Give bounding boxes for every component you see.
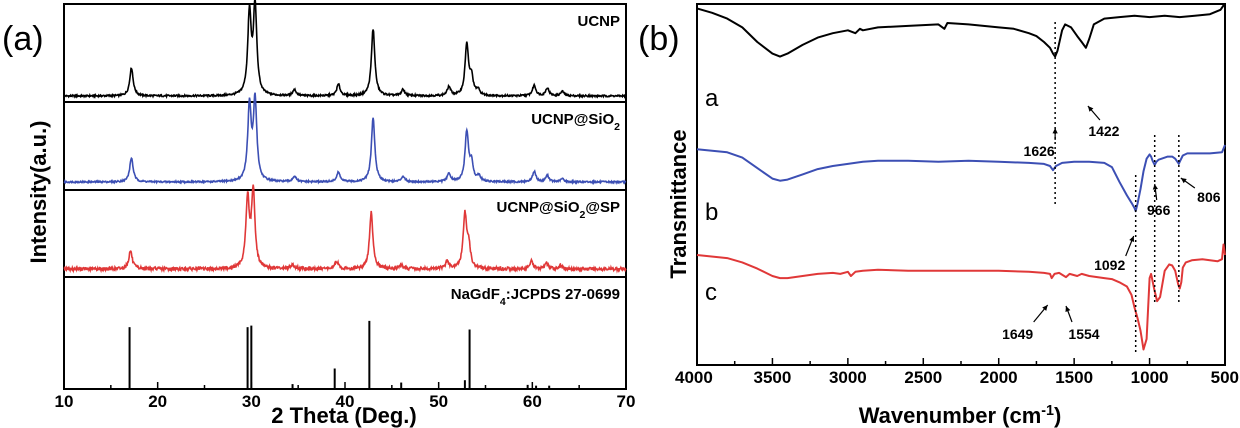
panel-b-x-tick-label: 3500 <box>754 368 792 387</box>
panel-a-series-label: UCNP <box>577 13 620 30</box>
panel-b-plot-area: a b c 1626 1422 1092 966 806 1649 1554 4000 3500 300… <box>675 3 1239 387</box>
panel-b-annotation-arrowhead <box>1042 305 1048 311</box>
panel-b-x-tick-label: 3000 <box>829 368 867 387</box>
panel-b-annotation-label: 1092 <box>1094 257 1125 273</box>
panel-a-x-tick-label: 40 <box>336 392 355 411</box>
panel-a-y-axis-label: Intensity(a.u.) <box>26 120 51 263</box>
panel-a: (a) Intensity(a.u.) 2 Theta (Deg.) UCNPU… <box>2 0 635 428</box>
panel-b-series-line <box>696 3 1226 58</box>
panel-a-x-tick-label: 50 <box>429 392 448 411</box>
panel-b-y-axis-label: Transmittance <box>666 129 691 278</box>
panel-b-x-tick-label: 2000 <box>980 368 1018 387</box>
panel-b-annotation-label: 1649 <box>1002 326 1033 342</box>
panel-b-annotation-label: 1422 <box>1088 123 1119 139</box>
panel-a-x-tick-label: 60 <box>523 392 542 411</box>
panel-b-series-letter: a <box>705 85 719 112</box>
panel-b-annotation-label: 966 <box>1147 202 1171 218</box>
panel-a-series-label: NaGdF4:JCPDS 27-0699 <box>451 286 620 308</box>
panel-a-series-label: UCNP@SiO2@SP <box>497 199 620 221</box>
panel-b-annotation-arrowhead <box>1152 184 1158 190</box>
panel-a-series-line <box>63 184 627 274</box>
panel-a-x-tick-label: 10 <box>55 392 74 411</box>
panel-b-frame <box>696 3 1226 366</box>
panel-b-x-tick-label: 1500 <box>1055 368 1093 387</box>
panel-b-annotation-label: 1554 <box>1068 326 1099 342</box>
panel-a-x-tick-label: 30 <box>242 392 261 411</box>
panel-a-series-line <box>63 92 627 186</box>
panel-a-x-tick-label: 20 <box>148 392 167 411</box>
panel-b-series-letter: c <box>705 279 717 306</box>
panel-b-annotation-label: 1626 <box>1024 143 1055 159</box>
panel-a-series-label: UCNP@SiO2 <box>531 111 620 133</box>
panel-b-series-line <box>696 243 1226 351</box>
panel-a-x-axis-label: 2 Theta (Deg.) <box>271 403 416 428</box>
panel-b-x-tick-label: 2500 <box>904 368 942 387</box>
panel-a-label: (a) <box>2 20 44 58</box>
panel-b-x-tick-label: 1000 <box>1131 368 1169 387</box>
panel-b-x-axis-label: Wavenumber (cm-1) <box>859 403 1062 428</box>
panel-b-annotation-arrowhead <box>1129 236 1135 242</box>
panel-a-series-line <box>63 0 626 100</box>
panel-b: (b) Transmittance Wavenumber (cm-1) a b c 1… <box>638 3 1239 428</box>
panel-b-annotation-arrowhead <box>1065 306 1071 312</box>
panel-a-x-tick-label: 70 <box>617 392 636 411</box>
panel-a-plot-area: UCNP UCNP@SiO2 UCNP@SiO2@SP NaGdF4:JCPDS 27… <box>55 0 636 411</box>
panel-b-x-tick-label: 500 <box>1211 368 1239 387</box>
panel-b-annotation-label: 806 <box>1197 189 1221 205</box>
panel-b-series-letter: b <box>705 199 718 226</box>
panel-b-series-line <box>696 144 1226 213</box>
panel-a-frame <box>63 3 627 390</box>
panel-b-annotation-arrowhead <box>1180 178 1187 184</box>
panel-b-annotation-arrowhead <box>1052 128 1058 134</box>
panel-b-label: (b) <box>638 20 680 58</box>
panel-b-x-tick-label: 4000 <box>675 368 713 387</box>
panel-b-annotation-arrowhead <box>1087 106 1094 112</box>
